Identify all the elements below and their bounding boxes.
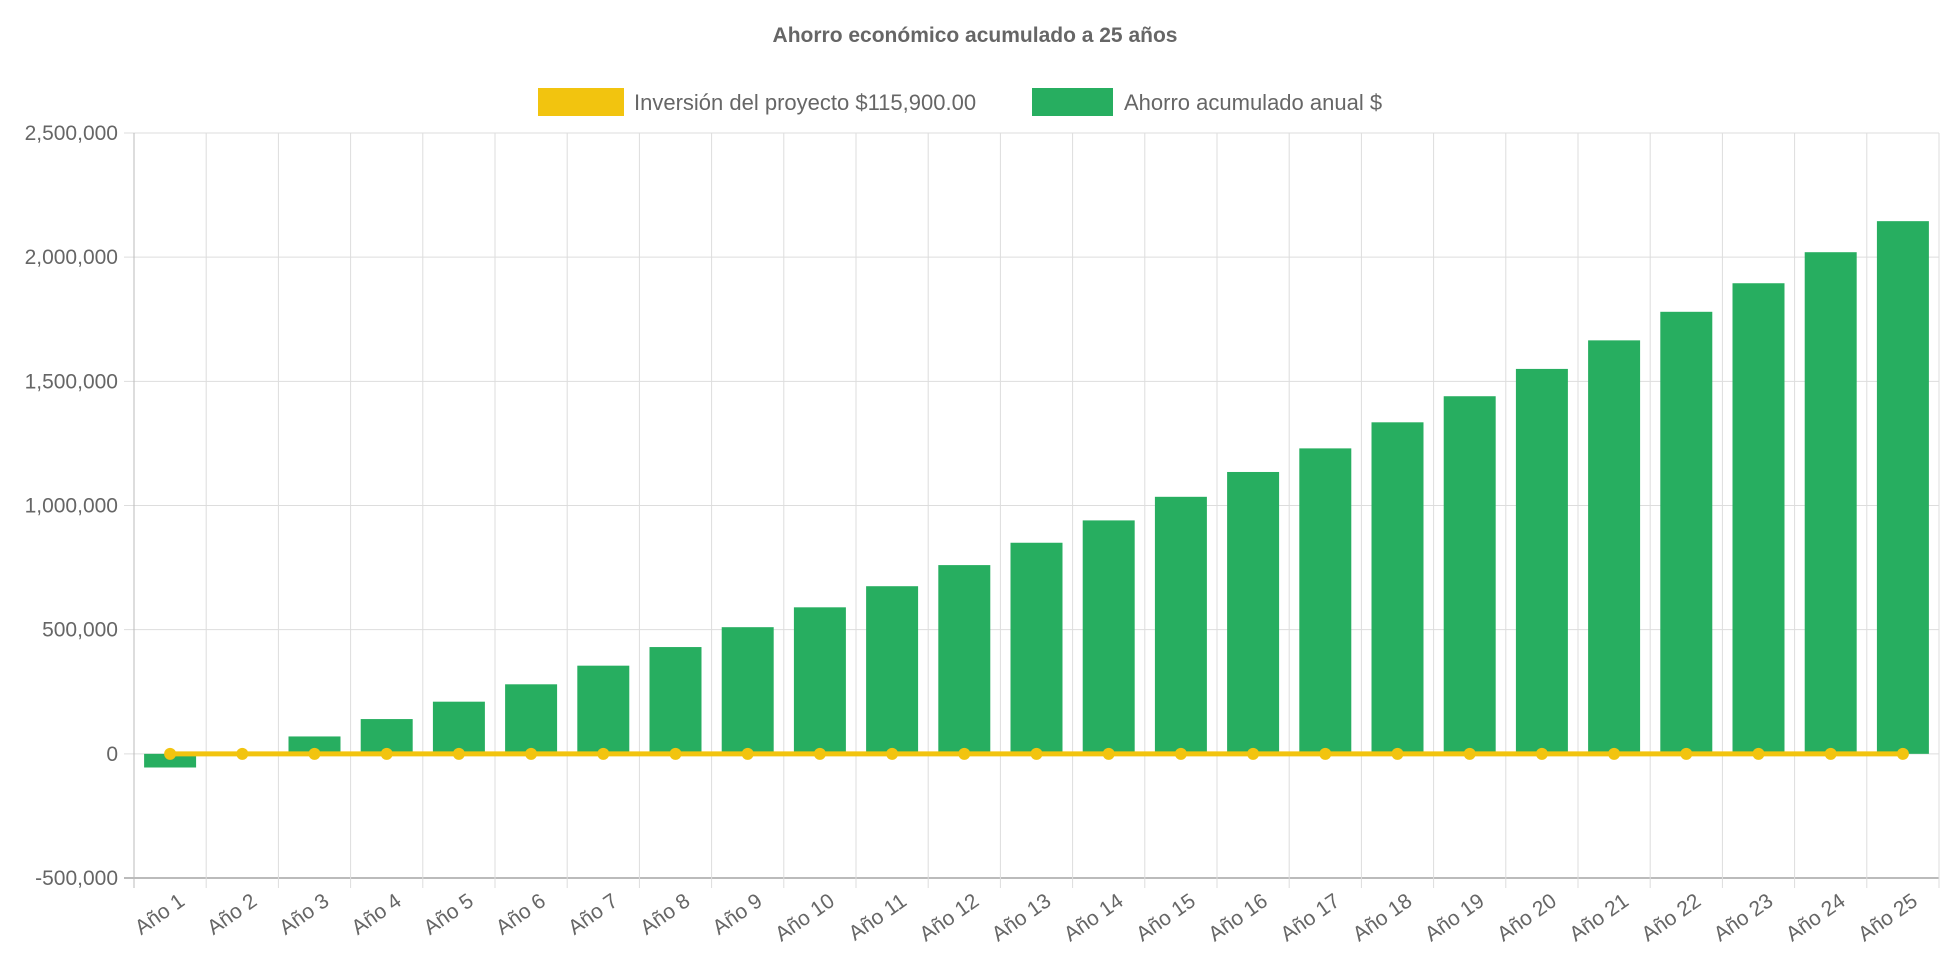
x-tick-label: Año 4 [347, 889, 405, 940]
line-series [164, 747, 1909, 760]
bar-5 [432, 701, 485, 754]
x-tick-label: Año 7 [564, 889, 622, 939]
y-tick-label: 0 [106, 743, 118, 766]
line-point-24 [1824, 747, 1837, 760]
line-point-22 [1680, 747, 1693, 760]
legend-swatch-inversion[interactable] [538, 88, 624, 116]
bar-9 [721, 627, 774, 754]
bar-15 [1154, 496, 1207, 754]
legend: Inversión del proyecto $115,900.00 Ahorr… [538, 88, 1382, 116]
bar-8 [649, 647, 702, 754]
x-tick-label: Año 12 [915, 889, 983, 946]
bar-10 [793, 607, 846, 754]
line-point-8 [669, 747, 682, 760]
x-tick-label: Año 13 [988, 889, 1056, 946]
bar-11 [866, 586, 919, 754]
x-tick-label: Año 1 [131, 889, 189, 939]
bar-6 [505, 684, 558, 754]
line-point-20 [1535, 747, 1548, 760]
line-point-14 [1102, 747, 1115, 760]
bar-18 [1371, 422, 1424, 754]
line-point-3 [308, 747, 321, 760]
line-point-5 [452, 747, 465, 760]
bar-3 [288, 736, 341, 754]
x-tick-label: Año 10 [771, 889, 839, 946]
bars [144, 221, 1929, 768]
x-tick-label: Año 22 [1637, 889, 1705, 946]
x-tick-label: Año 14 [1060, 889, 1128, 946]
bar-1 [144, 753, 197, 768]
x-tick-label: Año 16 [1204, 889, 1272, 946]
line-point-2 [236, 747, 249, 760]
x-tick-label: Año 24 [1782, 889, 1850, 946]
bar-21 [1588, 340, 1641, 754]
line-point-11 [886, 747, 899, 760]
line-point-13 [1030, 747, 1043, 760]
x-tick-label: Año 21 [1565, 889, 1633, 946]
x-tick-label: Año 23 [1710, 889, 1778, 946]
grid [124, 132, 1940, 888]
x-tick-label: Año 18 [1349, 889, 1417, 946]
y-tick-label: 500,000 [42, 619, 118, 642]
line-point-12 [958, 747, 971, 760]
x-tick-label: Año 17 [1276, 889, 1344, 946]
x-axis: Año 1 Año 2 Año 3 Año 4 Año 5 Año 6 Año 7 Año 8… [131, 889, 1922, 946]
bar-24 [1804, 252, 1857, 754]
line-point-1 [164, 747, 177, 760]
x-tick-label: Año 2 [203, 889, 261, 939]
y-tick-label: -500,000 [35, 867, 118, 890]
y-axis: -500,000 0 500,000 1,000,000 1,500,000 2,000,… [25, 122, 118, 890]
x-tick-label: Año 19 [1421, 889, 1489, 946]
x-tick-label: Año 11 [845, 889, 911, 945]
line-point-10 [813, 747, 826, 760]
bar-19 [1443, 396, 1496, 754]
legend-swatch-ahorro[interactable] [1032, 88, 1113, 116]
line-point-9 [741, 747, 754, 760]
bar-14 [1082, 520, 1135, 754]
x-tick-label: Año 9 [708, 889, 766, 939]
line-point-25 [1896, 747, 1909, 760]
y-tick-label: 1,500,000 [25, 370, 118, 393]
bar-17 [1299, 448, 1352, 754]
x-tick-label: Año 25 [1854, 889, 1922, 946]
bar-16 [1227, 471, 1280, 754]
line-point-4 [380, 747, 393, 760]
line-point-18 [1391, 747, 1404, 760]
bar-12 [938, 565, 991, 754]
line-point-6 [525, 747, 538, 760]
x-tick-label: Año 3 [275, 889, 333, 939]
bar-25 [1876, 221, 1929, 754]
bar-20 [1515, 368, 1568, 754]
legend-label-inversion[interactable]: Inversión del proyecto $115,900.00 [634, 90, 976, 115]
bar-7 [577, 665, 630, 754]
bar-22 [1660, 311, 1713, 754]
x-tick-label: Año 20 [1493, 889, 1561, 946]
line-point-21 [1608, 747, 1621, 760]
line-point-15 [1174, 747, 1187, 760]
legend-label-ahorro[interactable]: Ahorro acumulado anual $ [1124, 90, 1382, 115]
line-point-7 [597, 747, 610, 760]
x-tick-label: Año 8 [636, 889, 694, 939]
x-tick-label: Año 15 [1132, 889, 1200, 946]
bar-13 [1010, 542, 1063, 754]
y-tick-label: 1,000,000 [25, 495, 118, 518]
line-point-19 [1463, 747, 1476, 760]
line-point-16 [1247, 747, 1260, 760]
x-tick-label: Año 5 [420, 889, 478, 939]
y-tick-label: 2,000,000 [25, 246, 118, 269]
bar-23 [1732, 283, 1785, 754]
y-tick-label: 2,500,000 [25, 122, 118, 145]
x-tick-label: Año 6 [492, 889, 550, 939]
chart-title: Ahorro económico acumulado a 25 años [773, 24, 1178, 47]
line-point-17 [1319, 747, 1332, 760]
line-point-23 [1752, 747, 1765, 760]
